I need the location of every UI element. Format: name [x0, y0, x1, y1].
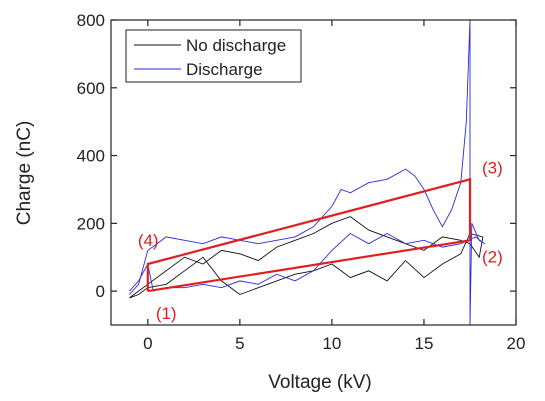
x-tick-label: 0: [143, 334, 152, 353]
annotation: (2): [482, 247, 503, 266]
x-tick-label: 10: [322, 334, 341, 353]
legend-label: Discharge: [186, 60, 263, 79]
annotation: (1): [156, 304, 177, 323]
y-tick-label: 800: [77, 11, 105, 30]
annotation: (3): [482, 158, 503, 177]
y-tick-label: 0: [96, 282, 105, 301]
cycle-outline: [146, 177, 472, 293]
annotation: (4): [138, 231, 159, 250]
x-tick-label: 20: [507, 334, 526, 353]
plot-frame: [110, 19, 517, 326]
y-tick-label: 200: [77, 214, 105, 233]
data-line: [129, 216, 484, 299]
y-axis-label: Charge (nC): [14, 121, 35, 226]
y-tick-label: 400: [77, 147, 105, 166]
x-tick-label: 15: [414, 334, 433, 353]
legend-label: No discharge: [186, 36, 286, 55]
x-tick-label: 5: [235, 334, 244, 353]
y-tick-label: 600: [77, 79, 105, 98]
legend-box: [125, 29, 302, 83]
x-axis-label: Voltage (kV): [268, 372, 372, 393]
